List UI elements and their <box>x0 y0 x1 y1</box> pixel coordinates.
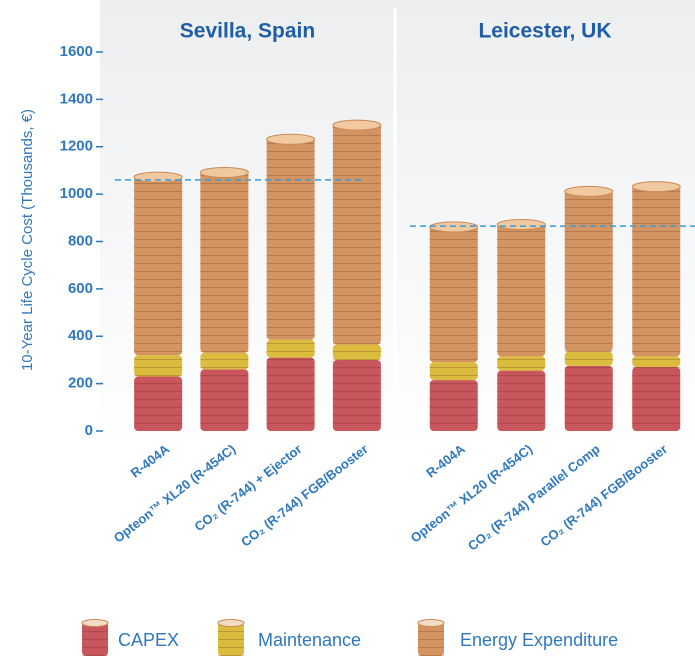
coin-texture <box>565 189 613 351</box>
x-tick-label: Opteon™ XL20 (R-454C) <box>111 441 239 545</box>
coin-texture <box>200 353 248 370</box>
coin-texture <box>632 367 680 431</box>
coin-texture <box>565 366 613 431</box>
legend-label: Energy Expenditure <box>460 630 618 650</box>
x-tick-label: CO₂ (R-744) FGB/Booster <box>537 441 670 549</box>
coin-top <box>333 120 381 130</box>
y-tick-label: 800 <box>68 232 93 249</box>
coin-top <box>200 167 248 177</box>
panel-title: Leicester, UK <box>478 20 611 43</box>
x-tick-label: CO₂ (R-744) FGB/Booster <box>238 441 371 549</box>
coin-top <box>134 172 182 182</box>
coin-texture <box>267 358 315 431</box>
coin-texture <box>134 175 182 355</box>
y-axis-label: 10-Year Life Cycle Cost (Thousands, €) <box>19 109 36 371</box>
y-tick-label: 1000 <box>60 185 93 202</box>
coin-texture <box>134 377 182 431</box>
coin-texture <box>200 170 248 352</box>
coin-texture <box>497 356 545 370</box>
y-tick-label: 400 <box>68 327 93 344</box>
coin-top <box>267 134 315 144</box>
y-tick-label: 600 <box>68 280 93 297</box>
coin-texture <box>632 356 680 367</box>
legend-coin-top <box>418 620 444 627</box>
coin-top <box>430 222 478 232</box>
legend-texture <box>418 622 444 656</box>
coin-texture <box>333 360 381 431</box>
coin-texture <box>497 223 545 357</box>
coin-texture <box>134 355 182 376</box>
chart: 10-Year Life Cycle Cost (Thousands, €) 0… <box>0 0 695 665</box>
legend-texture <box>218 622 244 656</box>
legend-label: CAPEX <box>118 630 179 650</box>
coin-texture <box>267 340 315 358</box>
coin-texture <box>497 371 545 431</box>
coin-top <box>497 220 545 230</box>
legend-label: Maintenance <box>258 630 361 650</box>
coin-texture <box>267 137 315 340</box>
legend-texture <box>82 622 108 656</box>
coin-top <box>632 182 680 192</box>
coin-texture <box>333 123 381 344</box>
y-tick-label: 1600 <box>60 43 93 60</box>
coin-texture <box>632 185 680 357</box>
x-tick-label: CO₂ (R-744) Parallel Comp <box>465 441 603 553</box>
coin-texture <box>430 225 478 362</box>
y-tick-label: 200 <box>68 375 93 392</box>
coin-top <box>565 186 613 196</box>
x-tick-label: Opteon™ XL20 (R-454C) <box>408 441 536 545</box>
x-tick-label: CO₂ (R-744) + Ejector <box>191 441 304 534</box>
y-tick-label: 0 <box>85 422 93 439</box>
legend-coin-top <box>82 620 108 627</box>
coin-texture <box>333 345 381 360</box>
panel-title: Sevilla, Spain <box>180 20 315 43</box>
y-tick-label: 1200 <box>60 138 93 155</box>
y-tick-label: 1400 <box>60 90 93 107</box>
coin-texture <box>200 369 248 431</box>
coin-texture <box>430 362 478 380</box>
legend-coin-top <box>218 620 244 627</box>
coin-texture <box>565 352 613 366</box>
coin-texture <box>430 380 478 431</box>
